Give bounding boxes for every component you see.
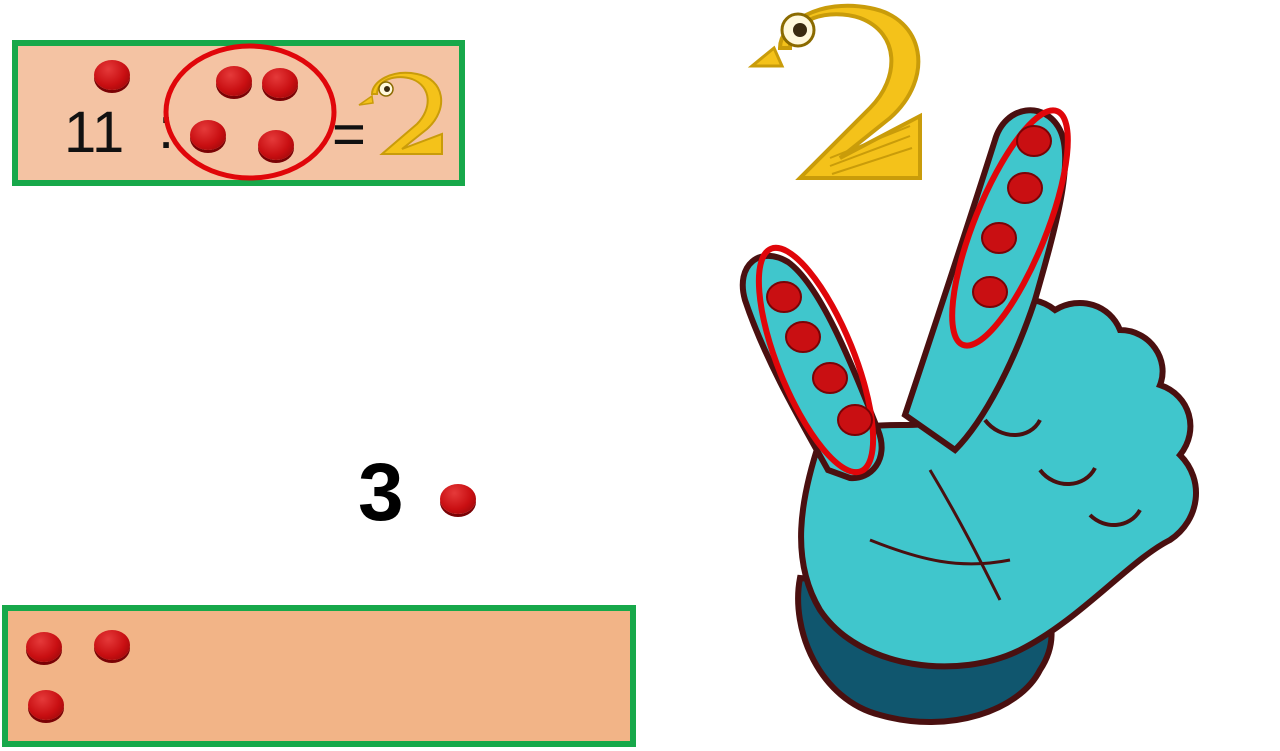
hand-two-fingers-icon <box>739 107 1199 725</box>
counter-chip <box>26 632 62 662</box>
swan-two-icon <box>747 3 922 180</box>
counter-chip <box>94 630 130 660</box>
remainder-panel <box>2 605 636 747</box>
counter-chip <box>94 60 130 90</box>
group-circle <box>163 43 337 181</box>
counter-chip <box>440 484 476 514</box>
counter-chip <box>28 690 64 720</box>
counter-chip <box>258 130 294 160</box>
counter-chip <box>216 66 252 96</box>
swan-two-icon <box>358 71 443 155</box>
remainder-number: 3 <box>358 447 404 538</box>
counter-chip <box>262 68 298 98</box>
expression-panel <box>12 40 465 186</box>
counter-chip <box>190 120 226 150</box>
equals-sign: = <box>332 102 366 167</box>
dividend-number: 11 <box>64 100 125 165</box>
